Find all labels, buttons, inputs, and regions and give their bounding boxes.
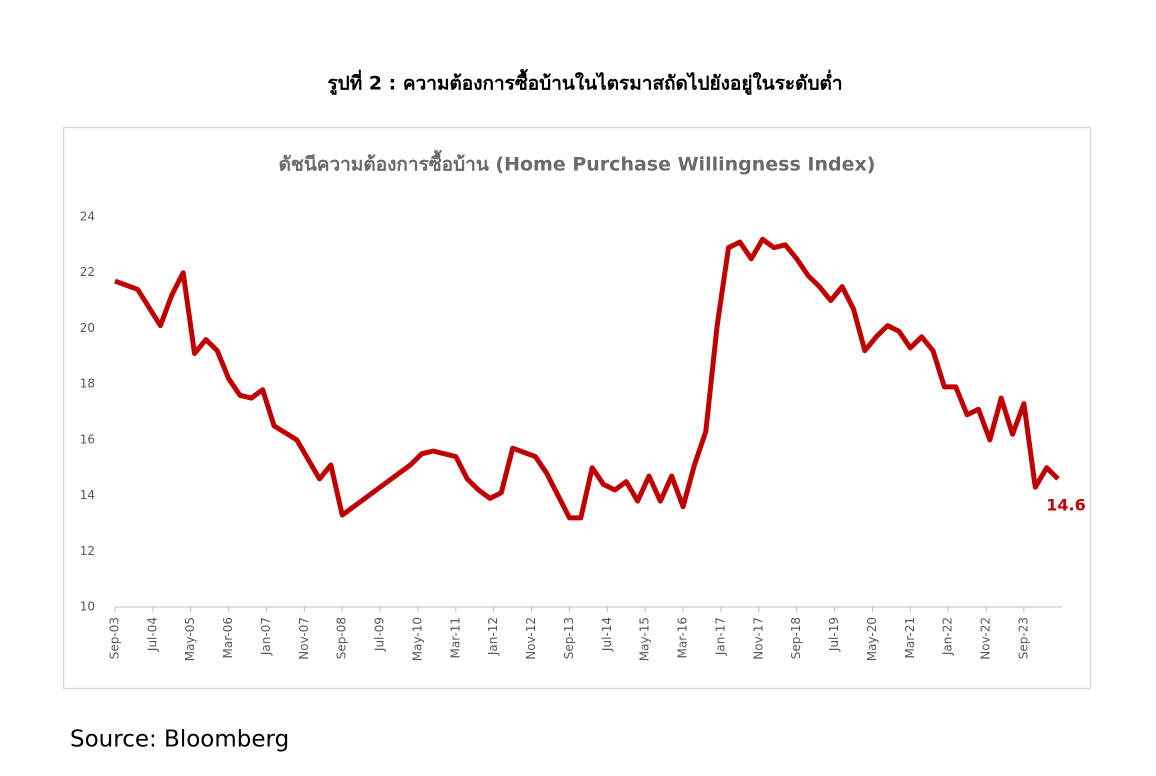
x-tick-label: Jan-17 (713, 617, 727, 656)
x-tick-label: May-05 (183, 617, 197, 661)
y-tick-label: 10 (80, 600, 95, 614)
chart-title: ดัชนีความต้องการซื้อบ้าน (Home Purchase … (279, 150, 876, 176)
x-tick-label: Mar-11 (448, 617, 462, 658)
x-tick-label: Mar-16 (676, 617, 690, 658)
data-label: 14.6 (1046, 495, 1085, 514)
x-tick-label: Sep-08 (335, 617, 349, 659)
x-tick-label: Sep-03 (108, 617, 122, 659)
x-tick-label: Jan-12 (486, 617, 500, 656)
y-tick-label: 24 (80, 210, 95, 224)
source: Source: Bloomberg (70, 727, 289, 753)
x-tick-label: May-20 (865, 617, 879, 661)
y-tick-label: 14 (80, 488, 95, 502)
x-tick-label: Mar-21 (903, 617, 917, 658)
x-tick-label: Mar-06 (221, 617, 235, 658)
chart-frame (62, 126, 1092, 690)
x-tick-label: Nov-17 (751, 617, 765, 660)
y-tick-label: 20 (80, 321, 95, 335)
x-tick-label: Sep-23 (1016, 617, 1030, 659)
series-line (114, 236, 1060, 521)
y-tick-label: 12 (80, 544, 95, 558)
x-tick-label: Sep-18 (789, 617, 803, 659)
x-tick-label: Nov-12 (524, 617, 538, 660)
x-tick-label: Nov-22 (979, 617, 993, 660)
x-tick-label: Jul-14 (600, 617, 614, 652)
x-tick-label: Jul-09 (373, 617, 387, 652)
y-tick-label: 18 (80, 377, 95, 391)
x-tick-label: Jan-07 (259, 617, 273, 656)
y-tick-label: 22 (80, 265, 95, 279)
x-tick-label: Sep-13 (562, 617, 576, 659)
page-title: รูปที่ 2 : ความต้องการซื้อบ้านในไตรมาสถั… (327, 69, 842, 96)
x-tick-label: Jul-19 (827, 617, 841, 652)
x-tick-label: Jul-04 (145, 617, 159, 652)
x-tick-label: May-10 (410, 617, 424, 661)
x-tick-label: Jan-22 (941, 617, 955, 656)
x-tick-label: Nov-07 (297, 617, 311, 660)
y-tick-label: 16 (80, 432, 95, 446)
x-tick-label: May-15 (638, 617, 652, 661)
